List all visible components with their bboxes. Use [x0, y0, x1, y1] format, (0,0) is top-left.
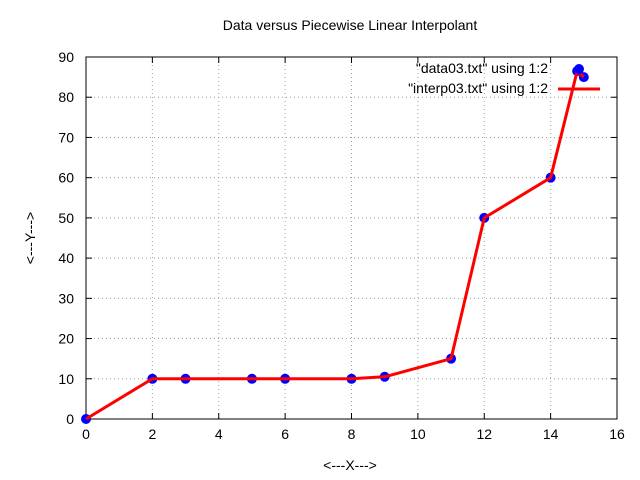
legend: "data03.txt" using 1:2 "interp03.txt" us…	[408, 60, 600, 96]
grid	[86, 57, 617, 419]
x-tick-label: 4	[215, 426, 223, 442]
y-tick-label: 0	[66, 411, 74, 427]
y-tick-label: 20	[58, 331, 74, 347]
legend-entry-interp03: "interp03.txt" using 1:2	[408, 80, 548, 96]
y-tick-label: 90	[58, 49, 74, 65]
x-tick-label: 8	[348, 426, 356, 442]
legend-marker-data03	[574, 64, 584, 74]
x-tick-label: 14	[543, 426, 559, 442]
x-axis-label: <---X--->	[323, 457, 377, 473]
series-layer	[81, 66, 589, 424]
y-tick-label: 60	[58, 170, 74, 186]
x-tick-label: 2	[148, 426, 156, 442]
y-axis-label: <---Y--->	[22, 212, 38, 264]
x-tick-label: 6	[281, 426, 289, 442]
x-tick-label: 10	[410, 426, 426, 442]
y-tick-label: 40	[58, 250, 74, 266]
y-tick-label: 10	[58, 371, 74, 387]
x-tick-label: 0	[82, 426, 90, 442]
y-tick-label: 50	[58, 210, 74, 226]
y-tick-label: 70	[58, 129, 74, 145]
legend-entry-data03: "data03.txt" using 1:2	[416, 60, 548, 76]
interpolant-line	[85, 69, 585, 421]
y-tick-label: 80	[58, 89, 74, 105]
x-tick-label: 12	[476, 426, 492, 442]
axis-ticks: 0 2 4 6 8 10 12 14 16 0 10 20 30 40 50 60 70 80 90	[58, 49, 625, 442]
plot-frame	[85, 56, 618, 420]
y-tick-label: 30	[58, 290, 74, 306]
chart-title: Data versus Piecewise Linear Interpolant	[223, 17, 478, 33]
x-tick-label: 16	[609, 426, 625, 442]
